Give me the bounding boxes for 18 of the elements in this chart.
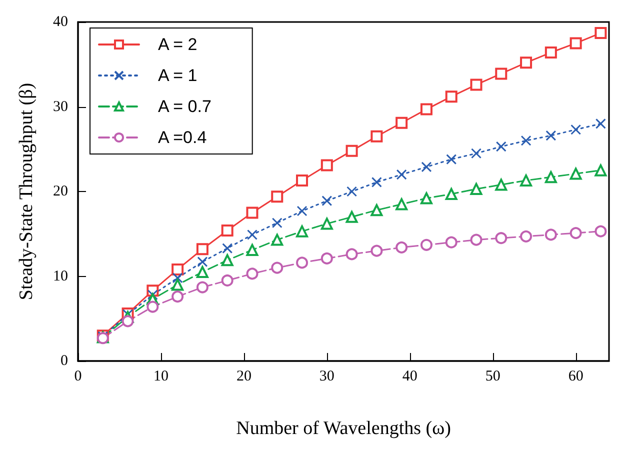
x-tick-label: 40 xyxy=(402,368,418,384)
legend-label: A = 1 xyxy=(158,66,198,85)
x-tick-label: 10 xyxy=(153,368,168,384)
y-tick-label: 40 xyxy=(53,14,68,30)
y-tick-label: 0 xyxy=(60,353,68,369)
x-tick-label: 50 xyxy=(485,368,500,384)
legend-label: A = 2 xyxy=(158,35,198,54)
legend-label: A =0.4 xyxy=(158,128,207,147)
x-tick-label: 0 xyxy=(74,368,82,384)
legend-label: A = 0.7 xyxy=(158,97,212,116)
y-tick-label: 20 xyxy=(53,184,68,200)
x-axis-title: Number of Wavelengths (ω) xyxy=(236,418,451,439)
y-tick-label: 10 xyxy=(53,268,68,284)
x-tick-label: 60 xyxy=(568,368,584,384)
x-tick-label: 30 xyxy=(319,368,334,384)
x-tick-label: 20 xyxy=(236,368,252,384)
y-tick-label: 30 xyxy=(53,98,68,115)
y-axis-title: Steady-State Throughput (β) xyxy=(16,82,37,300)
